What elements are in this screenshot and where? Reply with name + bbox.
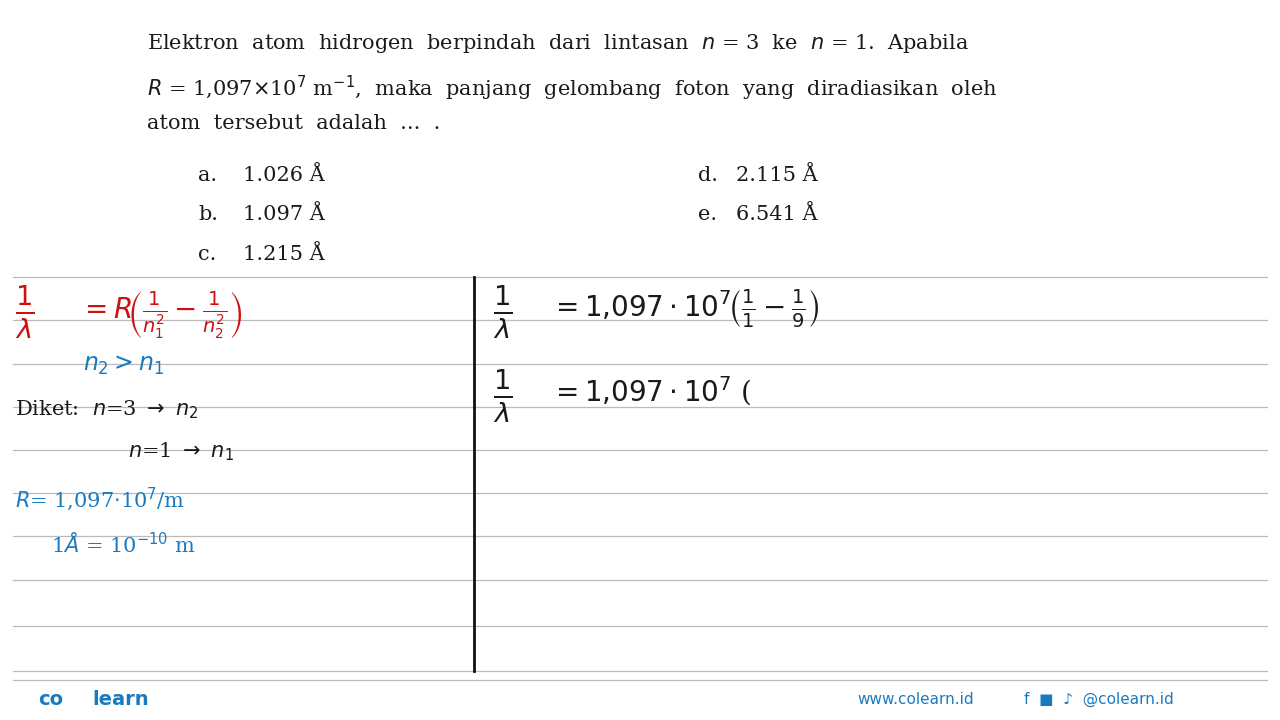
Text: 6.541 Å: 6.541 Å — [736, 205, 818, 224]
Text: learn: learn — [92, 690, 148, 709]
Text: d.: d. — [698, 166, 718, 184]
Text: $R$= 1,097$\cdot$10$^7$/m: $R$= 1,097$\cdot$10$^7$/m — [15, 486, 186, 513]
Text: 1$\AA$ = 10$^{-10}$ m: 1$\AA$ = 10$^{-10}$ m — [51, 531, 196, 556]
Text: $n$=1 $\rightarrow$ $n_1$: $n$=1 $\rightarrow$ $n_1$ — [128, 441, 234, 463]
Text: 2.115 Å: 2.115 Å — [736, 166, 818, 184]
Text: $\frac{1}{\lambda}$: $\frac{1}{\lambda}$ — [493, 367, 512, 425]
Text: atom  tersebut  adalah  ...  .: atom tersebut adalah ... . — [147, 114, 440, 133]
Text: $\frac{1}{\lambda}$: $\frac{1}{\lambda}$ — [15, 284, 35, 341]
Text: 1.097 Å: 1.097 Å — [243, 205, 325, 224]
Text: b.: b. — [198, 205, 219, 224]
Text: Elektron  atom  hidrogen  berpindah  dari  lintasan  $n$ = 3  ke  $n$ = 1.  Apab: Elektron atom hidrogen berpindah dari li… — [147, 32, 969, 55]
Text: 1.215 Å: 1.215 Å — [243, 245, 325, 264]
Text: $= 1{,}097 \cdot 10^7\!\left(\frac{1}{1} - \frac{1}{9}\right)$: $= 1{,}097 \cdot 10^7\!\left(\frac{1}{1}… — [550, 288, 819, 330]
Text: $R$ = 1,097$\times$10$^7$ m$^{-1}$,  maka  panjang  gelombang  foton  yang  dira: $R$ = 1,097$\times$10$^7$ m$^{-1}$, maka… — [147, 73, 997, 103]
Text: 1.026 Å: 1.026 Å — [243, 166, 325, 184]
Text: www.colearn.id: www.colearn.id — [858, 693, 974, 707]
Text: Diket:  $n$=3 $\rightarrow$ $n_2$: Diket: $n$=3 $\rightarrow$ $n_2$ — [15, 398, 198, 420]
Text: c.: c. — [198, 245, 216, 264]
Text: e.: e. — [698, 205, 717, 224]
Text: $n_2 > n_1$: $n_2 > n_1$ — [83, 354, 164, 377]
Text: $= 1{,}097 \cdot 10^7$ (: $= 1{,}097 \cdot 10^7$ ( — [550, 374, 751, 408]
Text: co: co — [38, 690, 64, 709]
Text: a.: a. — [198, 166, 218, 184]
Text: f  ■  ♪  @colearn.id: f ■ ♪ @colearn.id — [1024, 692, 1174, 708]
Text: $\frac{1}{\lambda}$: $\frac{1}{\lambda}$ — [493, 284, 512, 341]
Text: $= R\!\left(\frac{1}{n_1^{2}} - \frac{1}{n_2^{2}}\right)$: $= R\!\left(\frac{1}{n_1^{2}} - \frac{1}… — [79, 289, 243, 341]
